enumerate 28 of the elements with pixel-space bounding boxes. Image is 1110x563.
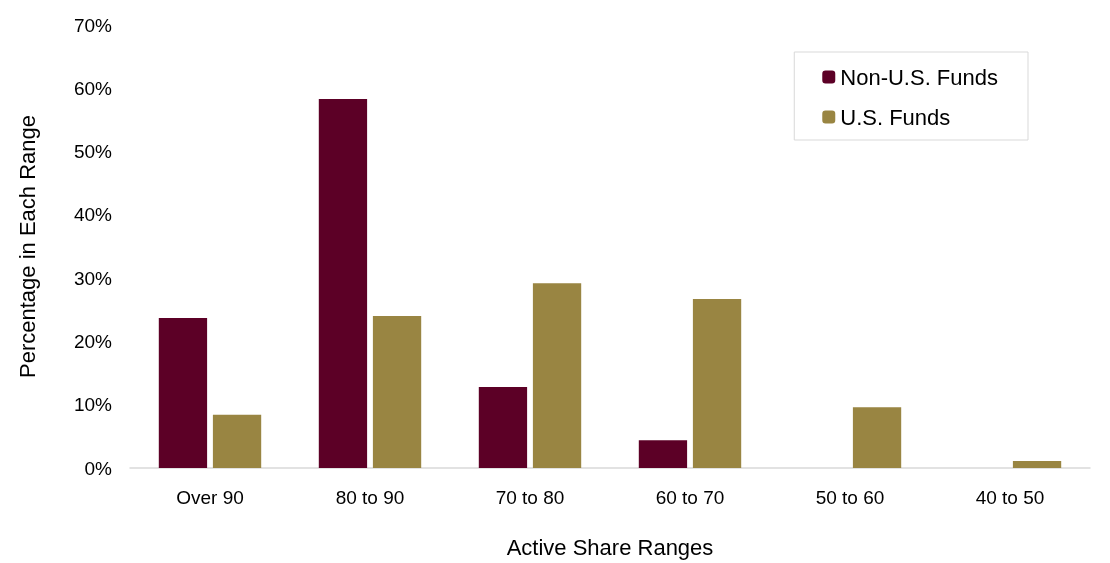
bar xyxy=(532,283,582,468)
bar xyxy=(1012,461,1062,468)
bar xyxy=(318,99,368,468)
bar xyxy=(212,414,262,468)
x-tick-label: 70 to 80 xyxy=(495,487,565,508)
y-tick-label: 50% xyxy=(73,141,113,163)
y-axis-title: Percentage in Each Range xyxy=(14,115,40,378)
x-axis-title: Active Share Ranges xyxy=(506,534,714,560)
y-tick-label: 10% xyxy=(73,394,113,416)
bar xyxy=(158,318,208,468)
y-tick-label: 70% xyxy=(73,14,113,36)
bar xyxy=(478,386,528,468)
x-tick-label: 60 to 70 xyxy=(655,487,725,508)
y-tick-label: 60% xyxy=(73,77,113,99)
x-tick-label: 50 to 60 xyxy=(815,487,885,508)
bar xyxy=(638,440,688,468)
x-tick-label: 80 to 90 xyxy=(335,487,405,508)
y-tick-label: 0% xyxy=(84,457,113,479)
x-tick-label: 40 to 50 xyxy=(975,487,1045,508)
y-tick-label: 30% xyxy=(73,267,113,289)
legend-label: Non-U.S. Funds xyxy=(840,64,999,90)
y-tick-label: 40% xyxy=(73,204,113,226)
bar xyxy=(692,299,742,468)
y-tick-label: 20% xyxy=(73,330,113,352)
bar xyxy=(372,316,422,468)
x-tick-label: Over 90 xyxy=(176,487,244,508)
legend-label: U.S. Funds xyxy=(840,104,951,130)
bar xyxy=(852,407,902,468)
